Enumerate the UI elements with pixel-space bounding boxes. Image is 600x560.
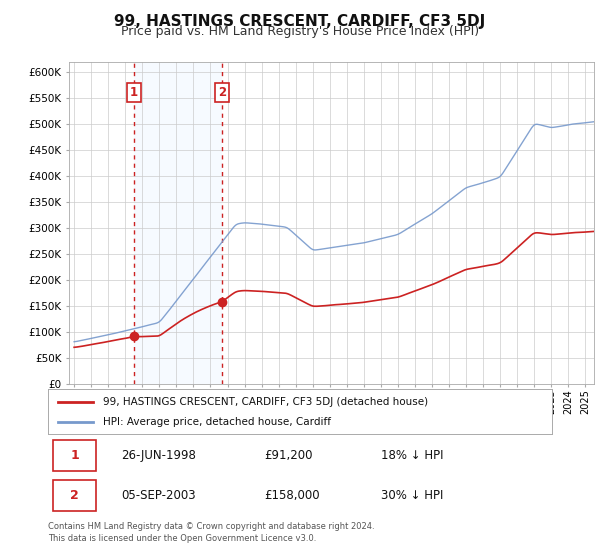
Text: 1: 1: [130, 86, 137, 99]
Text: 99, HASTINGS CRESCENT, CARDIFF, CF3 5DJ: 99, HASTINGS CRESCENT, CARDIFF, CF3 5DJ: [115, 14, 485, 29]
Text: 99, HASTINGS CRESCENT, CARDIFF, CF3 5DJ (detached house): 99, HASTINGS CRESCENT, CARDIFF, CF3 5DJ …: [103, 396, 428, 407]
Text: 26-JUN-1998: 26-JUN-1998: [121, 449, 196, 462]
Text: 30% ↓ HPI: 30% ↓ HPI: [380, 489, 443, 502]
FancyBboxPatch shape: [53, 480, 96, 511]
Text: 18% ↓ HPI: 18% ↓ HPI: [380, 449, 443, 462]
Bar: [134, 62, 222, 384]
Text: HPI: Average price, detached house, Cardiff: HPI: Average price, detached house, Card…: [103, 417, 331, 427]
Text: 2: 2: [70, 489, 79, 502]
Text: 1: 1: [70, 449, 79, 462]
Text: £158,000: £158,000: [265, 489, 320, 502]
Text: 05-SEP-2003: 05-SEP-2003: [121, 489, 196, 502]
Text: £91,200: £91,200: [265, 449, 313, 462]
Text: Contains HM Land Registry data © Crown copyright and database right 2024.
This d: Contains HM Land Registry data © Crown c…: [48, 522, 374, 543]
Text: 2: 2: [218, 86, 226, 99]
FancyBboxPatch shape: [53, 440, 96, 471]
Text: Price paid vs. HM Land Registry's House Price Index (HPI): Price paid vs. HM Land Registry's House …: [121, 25, 479, 38]
